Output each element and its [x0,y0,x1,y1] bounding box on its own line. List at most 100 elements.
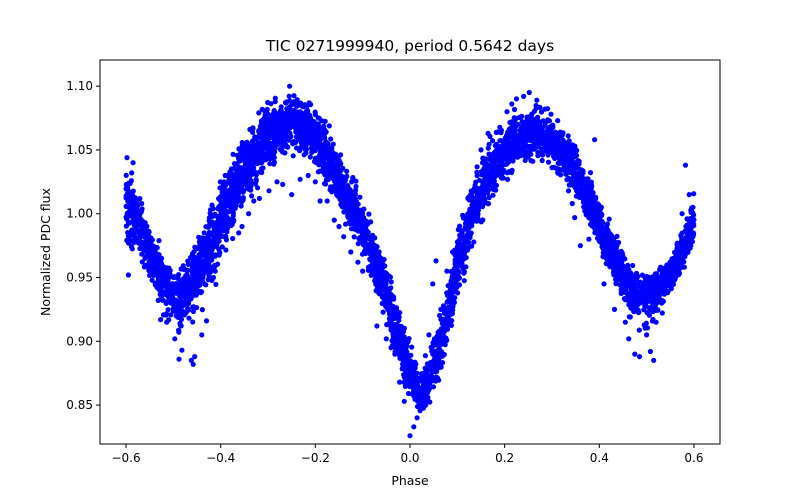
data-point [259,106,265,112]
data-point [294,109,300,115]
data-point [691,191,697,197]
data-point [490,138,496,144]
data-point [635,309,642,316]
data-point [290,118,296,125]
data-point [606,216,612,222]
data-point [563,171,569,177]
data-point [203,224,209,230]
data-point [637,300,644,306]
data-point [645,285,651,291]
data-point [153,262,159,268]
data-point [373,287,379,294]
data-point [199,289,205,295]
data-point [323,181,329,187]
data-point [343,196,349,202]
data-point [182,290,188,296]
data-point [329,173,335,179]
data-point [213,281,219,287]
data-point [647,276,653,283]
data-point [258,118,264,124]
data-point [157,291,163,297]
data-point [322,140,329,146]
data-point [175,305,181,311]
data-point [639,272,646,278]
data-point [256,155,262,161]
data-point [388,292,394,298]
data-point [262,114,268,120]
data-point [474,192,480,199]
data-point [348,226,355,232]
data-point [177,297,183,304]
data-point [230,151,236,157]
data-point [625,275,631,282]
data-point [175,314,181,320]
data-point [479,204,486,210]
data-point [676,270,683,277]
data-point [461,278,467,284]
data-point [319,144,326,150]
data-point [185,298,192,304]
data-point [193,292,199,298]
data-point [473,179,479,185]
data-point [332,166,338,172]
data-point [142,224,148,230]
data-point [465,234,471,240]
data-point [551,164,557,170]
data-point [175,276,181,282]
data-point [402,375,408,381]
data-point [352,220,359,227]
data-point [137,227,143,234]
data-point [487,151,493,157]
data-point [217,179,223,185]
data-point [237,184,243,190]
data-point [596,202,602,208]
data-point [165,307,171,313]
data-point [440,303,447,309]
data-point [338,152,344,158]
data-point [267,161,273,167]
data-point [316,158,322,164]
data-point [313,141,319,147]
data-point [238,165,244,171]
data-point [660,282,666,288]
data-point [353,178,359,184]
data-point [405,390,412,397]
data-point [393,305,399,311]
data-point [218,193,224,199]
data-point [387,296,393,302]
data-point [481,196,487,202]
data-point [156,238,162,244]
data-point [387,274,393,280]
data-point [539,157,545,164]
data-point [534,127,541,133]
data-point [570,142,576,148]
data-point [519,134,526,140]
data-point [378,291,384,297]
data-point [187,293,193,299]
data-point [147,265,153,271]
data-point [530,158,536,164]
data-point [590,222,596,229]
data-point [196,234,202,240]
data-point [133,208,139,214]
data-point [626,314,632,320]
data-point [353,187,359,193]
data-point [209,214,215,220]
data-point [399,335,405,341]
data-point [690,231,696,237]
data-point [168,312,174,318]
data-point [605,252,611,258]
data-point [222,217,228,223]
data-point [452,271,458,277]
data-point [231,165,238,171]
data-point [287,83,293,89]
data-point [361,206,367,212]
data-point [444,292,451,298]
data-point [573,147,579,153]
data-point [326,123,332,129]
data-point [123,203,129,209]
chart-title: TIC 0271999940, period 0.5642 days [265,37,554,55]
data-point [472,202,478,208]
data-point [461,270,467,276]
